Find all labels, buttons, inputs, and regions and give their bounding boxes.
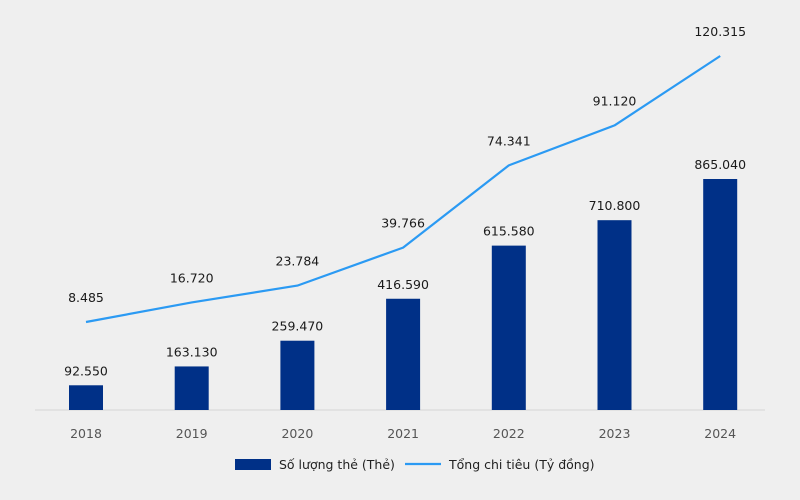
line-label-2019: 16.720 <box>170 270 214 285</box>
bar-2024 <box>703 179 738 410</box>
bar-label-2018: 92.550 <box>64 363 108 378</box>
x-axis-tick-labels: 2018 2019 2020 2021 2022 2023 2024 <box>70 426 736 441</box>
x-tick-2022: 2022 <box>493 426 525 441</box>
line-label-2020: 23.784 <box>276 254 320 269</box>
line-label-2024: 120.315 <box>694 24 746 39</box>
bar-data-labels: 92.550 163.130 259.470 416.590 615.580 710.80… <box>64 157 746 378</box>
bar-label-2019: 163.130 <box>166 344 218 359</box>
x-tick-2023: 2023 <box>599 426 631 441</box>
bar-2023 <box>597 220 632 410</box>
x-tick-2024: 2024 <box>704 426 736 441</box>
bar-label-2024: 865.040 <box>694 157 746 172</box>
legend-line-label: Tổng chi tiêu (Tỷ đồng) <box>448 457 595 472</box>
line-label-2018: 8.485 <box>68 290 104 305</box>
x-tick-2018: 2018 <box>70 426 102 441</box>
line-data-labels: 8.485 16.720 23.784 39.766 74.341 91.120 120.3… <box>68 24 746 305</box>
line-label-2023: 91.120 <box>593 93 637 108</box>
bar-label-2020: 259.470 <box>272 319 324 334</box>
bar-label-2022: 615.580 <box>483 224 535 239</box>
x-tick-2019: 2019 <box>176 426 208 441</box>
line-series <box>85 55 721 324</box>
bar-2018 <box>69 385 103 410</box>
x-tick-2020: 2020 <box>281 426 313 441</box>
bar-2022 <box>491 245 526 410</box>
bar-2019 <box>174 366 209 410</box>
legend: Số lượng thẻ (Thẻ) Tổng chi tiêu (Tỷ đồn… <box>235 457 595 472</box>
bar-2021 <box>386 298 421 410</box>
line-label-2021: 39.766 <box>381 216 425 231</box>
legend-bar-swatch <box>235 459 271 470</box>
bar-label-2023: 710.800 <box>589 198 641 213</box>
legend-bar-label: Số lượng thẻ (Thẻ) <box>279 457 395 472</box>
bar-2020 <box>280 340 315 410</box>
legend-item-bars: Số lượng thẻ (Thẻ) <box>235 457 395 472</box>
x-tick-2021: 2021 <box>387 426 419 441</box>
bar-label-2021: 416.590 <box>377 277 429 292</box>
legend-item-line: Tổng chi tiêu (Tỷ đồng) <box>405 457 595 472</box>
bar-series <box>69 179 738 410</box>
line-label-2022: 74.341 <box>487 133 531 148</box>
